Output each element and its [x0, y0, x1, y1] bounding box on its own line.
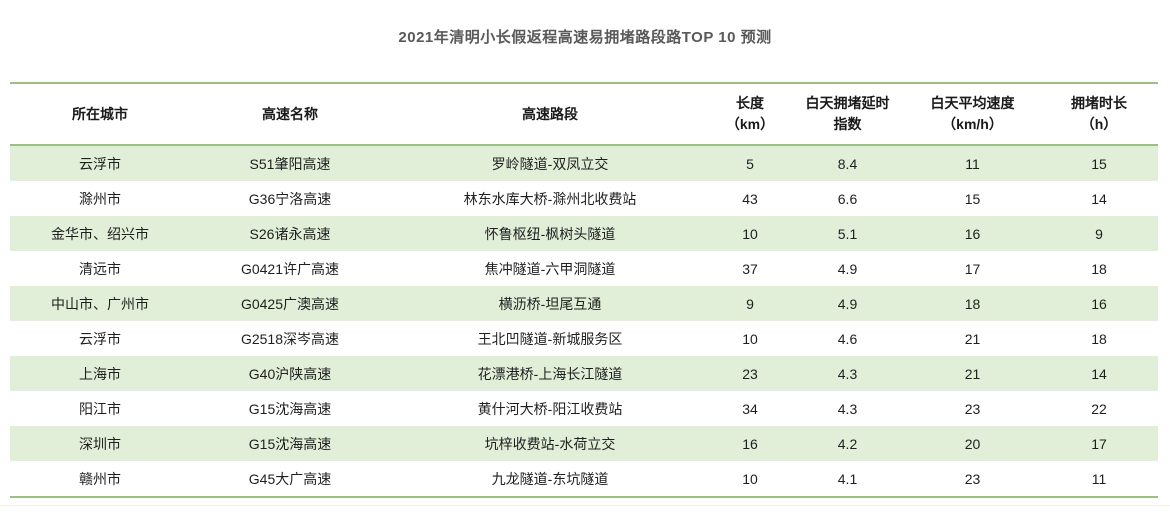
table-row: 云浮市 G2518深岑高速 王北凹隧道-新城服务区 10 4.6 21 18 [10, 321, 1158, 356]
table-cell: 9 [746, 295, 754, 312]
table-cell: 坑梓收费站-水荷立交 [484, 435, 616, 452]
table-cell: 34 [742, 400, 758, 417]
table-cell: 5 [746, 155, 754, 172]
table-cell: G2518深岑高速 [240, 330, 340, 347]
table-cell: 王北凹隧道-新城服务区 [477, 330, 623, 347]
table-cell: 37 [742, 260, 758, 277]
table-cell: 21 [964, 365, 981, 382]
table-cell: 林东水库大桥-滁州北收费站 [463, 190, 637, 207]
table-cell: 花漂港桥-上海长江隧道 [477, 365, 623, 382]
table-row: 清远市 G0421许广高速 焦冲隧道-六甲洞隧道 37 4.9 17 18 [10, 251, 1158, 286]
table-cell: 6.6 [837, 190, 858, 207]
table-cell: 云浮市 [79, 330, 121, 347]
table-cell: 怀鲁枢纽-枫树头隧道 [484, 225, 616, 242]
table-cell: G15沈海高速 [248, 400, 332, 417]
table-cell: 4.9 [837, 295, 858, 312]
table-cell: 10 [742, 470, 758, 487]
table-cell: 10 [742, 225, 758, 242]
page-title: 2021年清明小长假返程高速易拥堵路段路TOP 10 预测 [398, 29, 772, 46]
table-cell: G45大广高速 [248, 470, 332, 487]
table-cell: 16 [1091, 295, 1107, 312]
table-cell: 金华市、绍兴市 [51, 225, 149, 242]
table-row: 深圳市 G15沈海高速 坑梓收费站-水荷立交 16 4.2 20 17 [10, 426, 1158, 461]
table-cell: 17 [1091, 435, 1107, 452]
table-cell: 4.9 [837, 260, 858, 277]
table-cell: 云浮市 [79, 155, 121, 172]
column-header-length-km: 长度 （km） [710, 83, 790, 146]
table-cell: G0421许广高速 [240, 260, 340, 277]
column-header-daytime-average-speed: 白天平均速度 （km/h） [905, 83, 1040, 146]
table-cell: 16 [742, 435, 758, 452]
table-cell: 4.6 [837, 330, 858, 347]
table-cell: 清远市 [79, 260, 121, 277]
table-cell: 10 [742, 330, 758, 347]
table-cell: 21 [964, 330, 981, 347]
congestion-table: 所在城市 高速名称 高速路段 长度 （km） 白天拥堵延时 指数 白天平均速度 … [10, 82, 1158, 498]
table-cell: 11 [1091, 470, 1107, 487]
table-cell: 23 [964, 470, 981, 487]
table-cell: 深圳市 [79, 435, 121, 452]
table-cell: 16 [964, 225, 981, 242]
table-cell: 4.3 [837, 400, 858, 417]
table-cell: G0425广澳高速 [240, 295, 340, 312]
table-cell: S26诸永高速 [249, 225, 331, 242]
table-cell: 43 [742, 190, 758, 207]
table-cell: 14 [1091, 365, 1107, 382]
table-cell: 滁州市 [79, 190, 121, 207]
table-row: 滁州市 G36宁洛高速 林东水库大桥-滁州北收费站 43 6.6 15 14 [10, 181, 1158, 216]
table-cell: 18 [1091, 330, 1107, 347]
table-cell: 九龙隧道-东坑隧道 [491, 470, 609, 487]
column-header-highway-segment: 高速路段 [390, 83, 710, 146]
table-cell: G15沈海高速 [248, 435, 332, 452]
header-row: 所在城市 高速名称 高速路段 长度 （km） 白天拥堵延时 指数 白天平均速度 … [10, 83, 1158, 146]
table-cell: 中山市、广州市 [51, 295, 149, 312]
table-header: 所在城市 高速名称 高速路段 长度 （km） 白天拥堵延时 指数 白天平均速度 … [10, 83, 1158, 146]
table-cell: 22 [1091, 400, 1107, 417]
table-cell: 20 [964, 435, 981, 452]
column-header-daytime-congestion-delay-index: 白天拥堵延时 指数 [790, 83, 905, 146]
table-body: 云浮市 S51肇阳高速 罗岭隧道-双凤立交 5 8.4 11 15 滁州市 G36宁洛高速 林东水… [10, 145, 1158, 497]
table-cell: 9 [1095, 225, 1103, 242]
table-cell: 14 [1091, 190, 1107, 207]
table-cell: G36宁洛高速 [248, 190, 332, 207]
table-cell: 23 [742, 365, 758, 382]
table-cell: 黄什河大桥-阳江收费站 [477, 400, 623, 417]
table-row: 赣州市 G45大广高速 九龙隧道-东坑隧道 10 4.1 23 11 [10, 461, 1158, 497]
table-cell: 11 [965, 155, 980, 172]
table-cell: 17 [964, 260, 981, 277]
table-cell: 横沥桥-坦尾互通 [498, 295, 602, 312]
table-row: 中山市、广州市 G0425广澳高速 横沥桥-坦尾互通 9 4.9 18 16 [10, 286, 1158, 321]
column-header-city: 所在城市 [10, 83, 190, 146]
table-cell: 阳江市 [79, 400, 121, 417]
table-row: 金华市、绍兴市 S26诸永高速 怀鲁枢纽-枫树头隧道 10 5.1 16 9 [10, 216, 1158, 251]
table-row: 云浮市 S51肇阳高速 罗岭隧道-双凤立交 5 8.4 11 15 [10, 145, 1158, 181]
table-row: 上海市 G40沪陕高速 花漂港桥-上海长江隧道 23 4.3 21 14 [10, 356, 1158, 391]
table-cell: 罗岭隧道-双凤立交 [491, 155, 609, 172]
table-cell: 4.2 [837, 435, 858, 452]
table-cell: 15 [1091, 155, 1107, 172]
table-cell: 23 [964, 400, 981, 417]
table-cell: 焦冲隧道-六甲洞隧道 [484, 260, 616, 277]
table-cell: 赣州市 [79, 470, 121, 487]
table-cell: 15 [964, 190, 981, 207]
column-header-congestion-duration: 拥堵时长 （h） [1040, 83, 1158, 146]
table-cell: 5.1 [837, 225, 858, 242]
column-header-highway-name: 高速名称 [190, 83, 390, 146]
table-cell: S51肇阳高速 [249, 155, 331, 172]
table-cell: 18 [964, 295, 981, 312]
bottom-hairline-divider [0, 505, 1170, 506]
table-cell: 上海市 [79, 365, 121, 382]
table-cell: 4.3 [837, 365, 858, 382]
table-cell: 18 [1091, 260, 1107, 277]
table-cell: G40沪陕高速 [248, 365, 332, 382]
table-cell: 8.4 [837, 155, 858, 172]
table-cell: 4.1 [837, 470, 858, 487]
table-row: 阳江市 G15沈海高速 黄什河大桥-阳江收费站 34 4.3 23 22 [10, 391, 1158, 426]
